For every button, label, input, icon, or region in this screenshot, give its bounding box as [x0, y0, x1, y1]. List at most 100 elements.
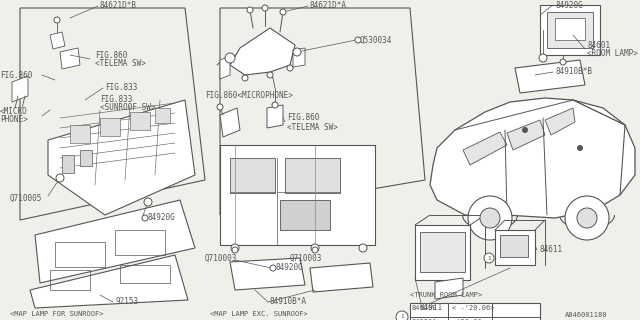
Text: 84910B*B: 84910B*B — [555, 68, 592, 76]
Bar — [555, 18, 585, 40]
Polygon shape — [267, 105, 283, 128]
Circle shape — [54, 17, 60, 23]
Bar — [55, 242, 105, 267]
Text: 84920G: 84920G — [148, 213, 176, 222]
Text: 84920G: 84920G — [275, 263, 303, 273]
Bar — [410, 303, 540, 320]
Text: FIG.860: FIG.860 — [95, 51, 127, 60]
Text: 1: 1 — [487, 255, 491, 260]
Polygon shape — [230, 28, 295, 75]
Circle shape — [468, 196, 512, 240]
Circle shape — [560, 59, 566, 65]
Circle shape — [247, 7, 253, 13]
Text: 84920G: 84920G — [555, 1, 583, 10]
Text: 1: 1 — [400, 315, 404, 319]
Bar — [80, 150, 92, 166]
Circle shape — [242, 75, 248, 81]
Text: <'20.06- >: <'20.06- > — [452, 318, 495, 320]
Circle shape — [217, 104, 223, 110]
Text: <MAP LAMP FOR SUNROOF>: <MAP LAMP FOR SUNROOF> — [10, 311, 104, 317]
Bar — [220, 145, 375, 245]
Polygon shape — [220, 56, 230, 79]
Circle shape — [522, 127, 527, 132]
Polygon shape — [463, 132, 507, 165]
Text: 84621D*B: 84621D*B — [100, 2, 137, 11]
Bar — [495, 230, 535, 265]
Circle shape — [267, 72, 273, 78]
Bar — [547, 12, 593, 48]
Text: Q710003: Q710003 — [205, 253, 237, 262]
Polygon shape — [430, 98, 635, 218]
Polygon shape — [48, 100, 195, 215]
Text: 92153: 92153 — [115, 298, 138, 307]
Text: 84920A: 84920A — [412, 318, 438, 320]
Polygon shape — [545, 108, 575, 135]
Circle shape — [539, 54, 547, 62]
Polygon shape — [30, 255, 188, 308]
Bar — [120, 265, 170, 283]
Bar — [155, 108, 170, 123]
Bar — [540, 5, 600, 55]
Text: < -'20.06>: < -'20.06> — [452, 305, 495, 310]
Bar — [420, 232, 465, 272]
Circle shape — [144, 198, 152, 206]
Text: <MICRO: <MICRO — [0, 108, 28, 116]
Circle shape — [232, 247, 238, 253]
Text: 84920E: 84920E — [412, 305, 438, 310]
Text: <TELEMA SW>: <TELEMA SW> — [287, 123, 338, 132]
Circle shape — [56, 174, 64, 182]
Polygon shape — [310, 263, 373, 292]
Polygon shape — [35, 200, 195, 283]
Bar — [130, 112, 150, 130]
Text: Q530034: Q530034 — [360, 36, 392, 44]
Text: <TRUNK ROOM LAMP>: <TRUNK ROOM LAMP> — [410, 292, 483, 298]
Text: 84611: 84611 — [540, 245, 563, 254]
Circle shape — [262, 5, 268, 11]
Text: A846001180: A846001180 — [565, 312, 607, 318]
Circle shape — [142, 215, 148, 221]
Circle shape — [311, 244, 319, 252]
Polygon shape — [435, 278, 463, 299]
Polygon shape — [20, 8, 205, 220]
Text: Q710003: Q710003 — [290, 253, 323, 262]
Circle shape — [484, 253, 494, 263]
Text: PHONE>: PHONE> — [0, 116, 28, 124]
Text: <ROOM LAMP>: <ROOM LAMP> — [587, 49, 638, 58]
Circle shape — [272, 102, 278, 108]
Text: FIG.833: FIG.833 — [100, 95, 132, 105]
Polygon shape — [507, 120, 545, 150]
Text: FIG.860: FIG.860 — [287, 114, 319, 123]
Circle shape — [293, 48, 301, 56]
Bar — [500, 235, 528, 257]
Circle shape — [355, 37, 361, 43]
Polygon shape — [293, 48, 305, 67]
Polygon shape — [220, 108, 240, 137]
Text: FIG.860<MICROPHONE>: FIG.860<MICROPHONE> — [205, 91, 293, 100]
Text: FIG.833: FIG.833 — [105, 84, 138, 92]
Polygon shape — [515, 60, 585, 93]
Bar — [280, 200, 330, 230]
Bar — [100, 118, 120, 136]
Text: 84910B*A: 84910B*A — [270, 298, 307, 307]
Circle shape — [577, 208, 597, 228]
Text: 84911: 84911 — [420, 302, 443, 311]
Text: Q710005: Q710005 — [10, 194, 42, 203]
Circle shape — [480, 208, 500, 228]
Circle shape — [565, 196, 609, 240]
Polygon shape — [220, 8, 425, 215]
Bar — [62, 155, 74, 173]
Text: <TELEMA SW>: <TELEMA SW> — [95, 59, 146, 68]
Polygon shape — [230, 258, 305, 290]
Circle shape — [280, 9, 286, 15]
Circle shape — [287, 65, 293, 71]
Text: <SUNROOF SW>: <SUNROOF SW> — [100, 103, 156, 113]
Polygon shape — [12, 76, 28, 102]
Circle shape — [225, 53, 235, 63]
Bar — [285, 158, 340, 193]
Bar — [415, 225, 470, 280]
Bar — [50, 270, 90, 290]
Text: 84601: 84601 — [587, 41, 610, 50]
Circle shape — [231, 244, 239, 252]
Circle shape — [577, 146, 582, 150]
Bar — [115, 230, 165, 255]
